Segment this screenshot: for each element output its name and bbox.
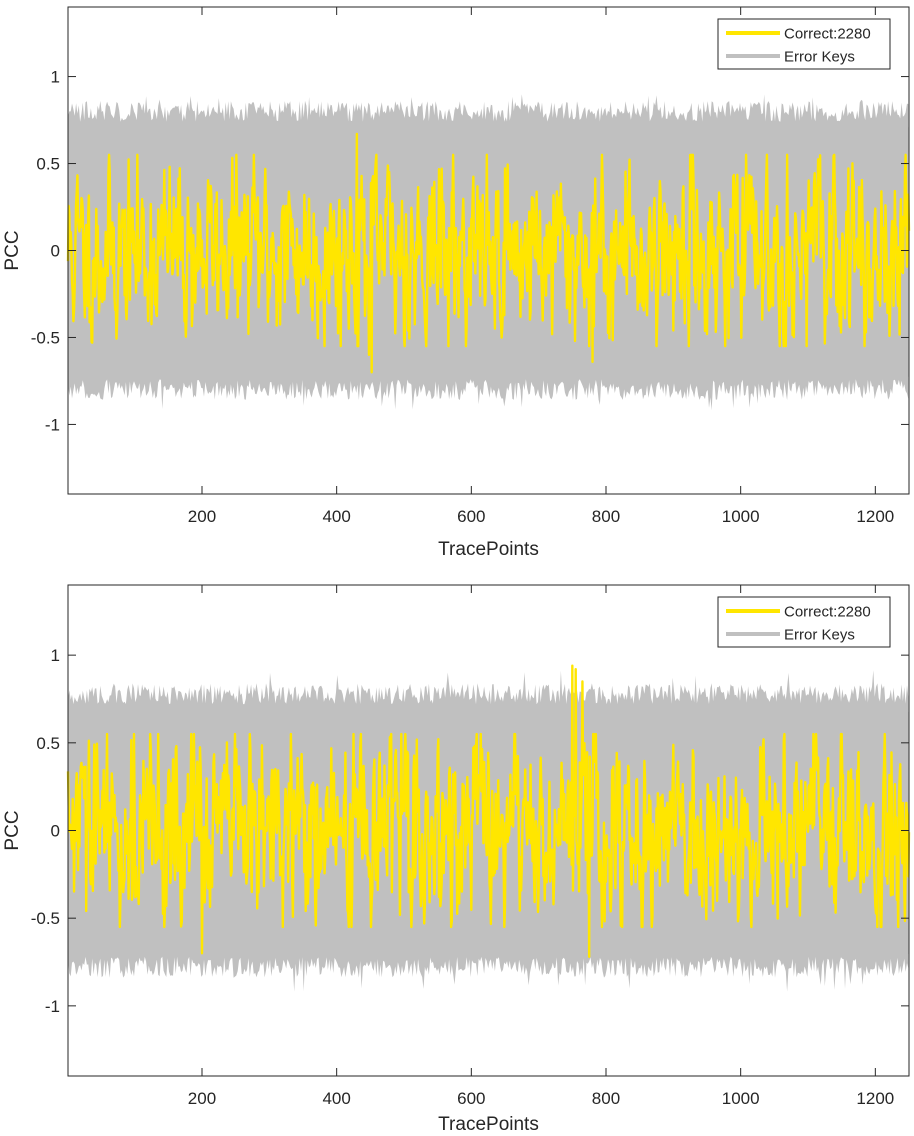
x-axis-label: TracePoints xyxy=(438,1114,539,1135)
legend: Correct:2280 Error Keys xyxy=(717,596,891,648)
y-axis-label: PCC xyxy=(2,230,23,270)
error-keys-band xyxy=(68,94,909,411)
legend-label-error: Error Keys xyxy=(784,627,855,644)
legend-label-error: Error Keys xyxy=(784,49,855,66)
x-tick-label: 400 xyxy=(322,1089,350,1108)
y-tick-label: 0.5 xyxy=(36,734,60,753)
y-tick-label: 0 xyxy=(51,242,60,261)
y-axis-label: PCC xyxy=(2,810,23,850)
legend-box xyxy=(717,596,891,648)
y-tick-label: -1 xyxy=(45,415,60,434)
y-tick-label: -0.5 xyxy=(31,909,60,928)
correct-series-line xyxy=(66,664,911,958)
x-axis-ticks: 200 400 600 800 1000 1200 xyxy=(188,585,894,1108)
x-tick-label: 600 xyxy=(457,1089,485,1108)
y-tick-label: -0.5 xyxy=(31,328,60,347)
y-axis-ticks: 1 0.5 0 -0.5 -1 xyxy=(31,68,909,434)
legend-label-correct: Correct:2280 xyxy=(784,26,871,43)
y-tick-label: 0 xyxy=(51,822,60,841)
x-tick-label: 1200 xyxy=(856,1089,894,1108)
x-tick-label: 1000 xyxy=(722,1089,760,1108)
x-tick-label: 200 xyxy=(188,1089,216,1108)
x-tick-label: 1200 xyxy=(856,507,894,526)
x-tick-label: 200 xyxy=(188,507,216,526)
x-axis-ticks: 200 400 600 800 1000 1200 xyxy=(188,7,894,526)
y-axis-ticks: 1 0.5 0 -0.5 -1 xyxy=(31,646,909,1016)
y-tick-label: 1 xyxy=(51,646,60,665)
x-tick-label: 800 xyxy=(592,1089,620,1108)
y-tick-label: 0.5 xyxy=(36,155,60,174)
x-tick-label: 800 xyxy=(592,507,620,526)
y-tick-label: -1 xyxy=(45,997,60,1016)
x-axis-label: TracePoints xyxy=(438,539,539,560)
legend-box xyxy=(717,18,891,70)
x-tick-label: 1000 xyxy=(722,507,760,526)
chart-panel-bottom: 200 400 600 800 1000 1200 1 0.5 0 -0.5 -1 TracePo… xyxy=(2,584,911,1135)
y-tick-label: 1 xyxy=(51,68,60,87)
chart-panel-top: 200 400 600 800 1000 1200 1 0.5 0 -0.5 -1 TracePo… xyxy=(2,6,911,560)
legend-label-correct: Correct:2280 xyxy=(784,604,871,621)
x-tick-label: 600 xyxy=(457,507,485,526)
x-tick-label: 400 xyxy=(322,507,350,526)
correct-series-line xyxy=(66,132,911,374)
legend: Correct:2280 Error Keys xyxy=(717,18,891,70)
